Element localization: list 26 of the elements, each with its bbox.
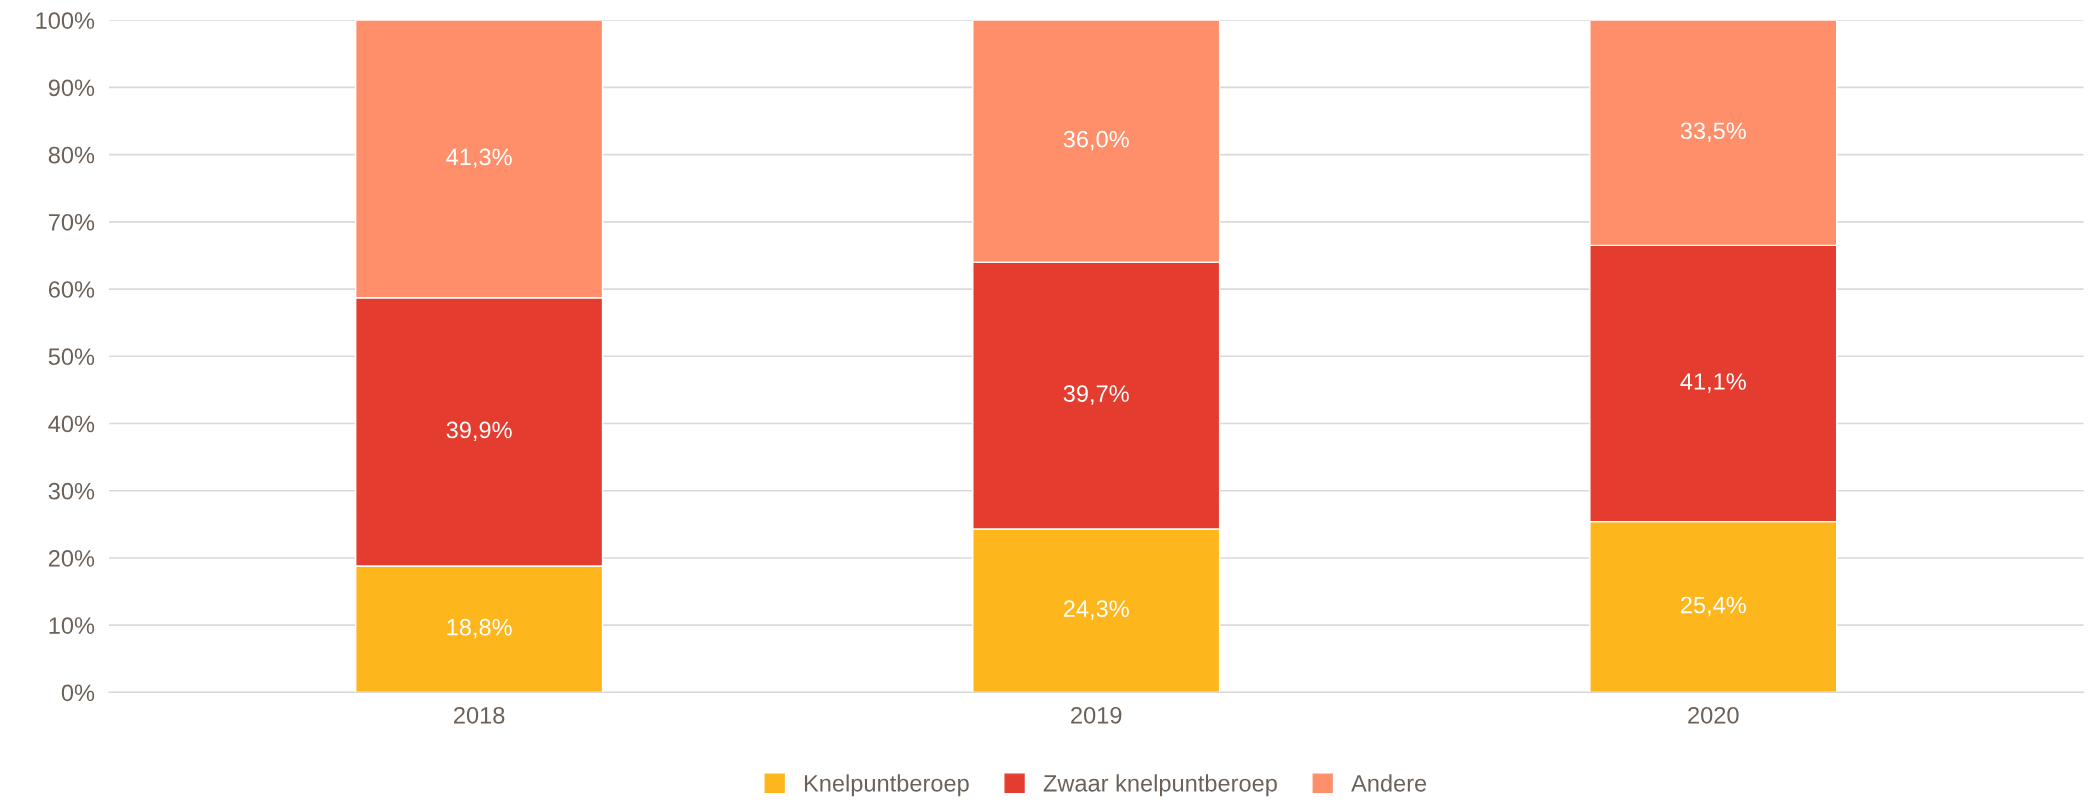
x-tick-label: 2018 (454, 706, 505, 724)
y-tick-label: 70% (48, 213, 95, 231)
data-label: 18,8% (447, 618, 512, 639)
y-tick-label: 30% (48, 482, 95, 500)
y-tick-label: 80% (48, 146, 95, 164)
y-tick-label: 90% (48, 79, 95, 97)
y-tick-label: 50% (48, 348, 95, 366)
data-label: 41,3% (446, 148, 512, 169)
legend-label: Zwaar knelpuntberoep (1043, 774, 1277, 797)
y-tick-label: 20% (48, 550, 95, 567)
data-label: 25,4% (1681, 596, 1746, 617)
legend-label: Andere (1351, 774, 1427, 792)
data-label: 36,0% (1063, 130, 1129, 151)
y-tick-label: 60% (48, 281, 95, 298)
data-label: 39,9% (446, 421, 512, 442)
y-tick-label: 10% (49, 617, 95, 634)
data-label: 24,3% (1063, 600, 1129, 620)
x-tick-label: 2019 (1071, 706, 1122, 724)
x-tick-label: 2020 (1688, 706, 1739, 724)
y-tick-label: 40% (48, 415, 95, 433)
data-label: 33,5% (1680, 122, 1746, 142)
legend-label: Knelpuntberoep (804, 774, 969, 797)
data-label: 41,1% (1680, 373, 1746, 393)
y-tick-label: 0% (61, 684, 95, 702)
y-tick-label: 100% (36, 12, 95, 29)
data-label: 39,7% (1063, 385, 1129, 405)
